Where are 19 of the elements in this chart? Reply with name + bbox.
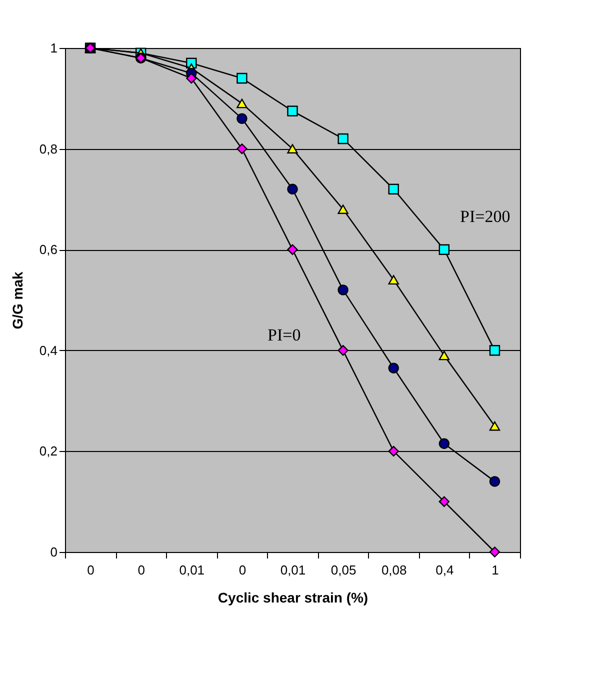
x-tick-label: 0,08 xyxy=(381,562,407,578)
annotation: PI=0 xyxy=(268,325,301,344)
x-tick-label: 0,01 xyxy=(179,562,205,578)
x-tick-label: 1 xyxy=(492,562,499,578)
x-tick-label: 0,05 xyxy=(330,562,356,578)
x-tick-label: 0 xyxy=(238,562,246,578)
y-tick-label: 0,8 xyxy=(39,141,58,156)
y-tick-label: 0 xyxy=(50,544,58,560)
y-axis-title: G/G mak xyxy=(9,272,26,330)
y-tick-label: 0,4 xyxy=(39,342,58,358)
x-tick-label: 0,4 xyxy=(436,562,454,578)
x-axis-title: Cyclic shear strain (%) xyxy=(218,590,368,606)
annotation: PI=200 xyxy=(460,206,510,226)
y-tick-label: 0,2 xyxy=(39,444,58,459)
y-tick-label: 0,6 xyxy=(39,242,58,258)
x-tick-label: 0,01 xyxy=(280,562,306,578)
y-tick-label: 1 xyxy=(50,40,58,56)
x-tick-label: 0 xyxy=(138,562,145,578)
x-tick-label: 0 xyxy=(87,562,94,578)
